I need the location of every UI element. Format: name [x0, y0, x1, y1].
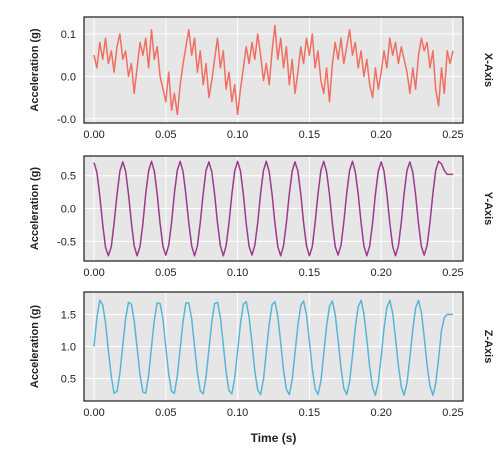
x-tick-label: 0.00 — [83, 407, 104, 419]
series-line — [93, 24, 454, 116]
x-tick-label: 0.25 — [442, 129, 463, 141]
series-line — [93, 299, 453, 396]
panel-y-axis: 0.00 0.05 0.10 0.15 0.20 0.25 0.5 0.0 -0.5 Accele… — [29, 155, 494, 279]
y-axis-label: Acceleration (g) — [29, 28, 41, 111]
plot-frame — [83, 155, 464, 262]
x-tick-label: 0.10 — [227, 267, 248, 279]
y-tick-label: 1.5 — [61, 309, 76, 321]
x-tick-label: 0.00 — [83, 267, 104, 279]
panel-x-axis: 0.00 0.05 0.10 0.15 0.20 0.25 0.1 0.0 -0.0 Accele… — [29, 16, 494, 141]
y-tick-label: 0.0 — [61, 204, 76, 216]
y-tick-label: 0.5 — [61, 374, 76, 386]
y-tick-label: 0.5 — [61, 171, 76, 183]
y-tick-label: 0.0 — [61, 71, 76, 83]
plot-frame — [83, 291, 464, 402]
y-axis-label: Acceleration (g) — [29, 305, 41, 388]
y-axis-label: Acceleration (g) — [29, 167, 41, 250]
x-tick-label: 0.15 — [299, 267, 320, 279]
x-tick-label: 0.10 — [227, 129, 248, 141]
panel-z-axis: 0.00 0.05 0.10 0.15 0.20 0.25 1.5 1.0 0.5 Acceler… — [29, 291, 494, 445]
panel-axis-label: Y-Axis — [482, 192, 494, 226]
x-axis-label: Time (s) — [251, 431, 297, 445]
x-tick-label: 0.10 — [227, 407, 248, 419]
x-tick-label: 0.20 — [370, 129, 391, 141]
x-tick-label: 0.25 — [442, 407, 463, 419]
panel-axis-label: X-Axis — [482, 53, 494, 87]
x-tick-label: 0.25 — [442, 267, 463, 279]
x-tick-label: 0.05 — [155, 129, 176, 141]
x-tick-label: 0.05 — [155, 407, 176, 419]
x-tick-label: 0.00 — [83, 129, 104, 141]
y-tick-label: 0.1 — [61, 29, 76, 41]
y-tick-label: 1.0 — [61, 342, 76, 354]
panel-axis-label: Z-Axis — [482, 330, 494, 364]
plot-frame — [83, 16, 464, 124]
x-tick-label: 0.15 — [299, 129, 320, 141]
y-tick-label: -0.0 — [57, 114, 76, 126]
x-tick-label: 0.20 — [370, 267, 391, 279]
series-line — [93, 160, 453, 257]
x-tick-label: 0.05 — [155, 267, 176, 279]
y-tick-label: -0.5 — [57, 236, 76, 248]
x-tick-label: 0.15 — [299, 407, 320, 419]
x-tick-label: 0.20 — [370, 407, 391, 419]
